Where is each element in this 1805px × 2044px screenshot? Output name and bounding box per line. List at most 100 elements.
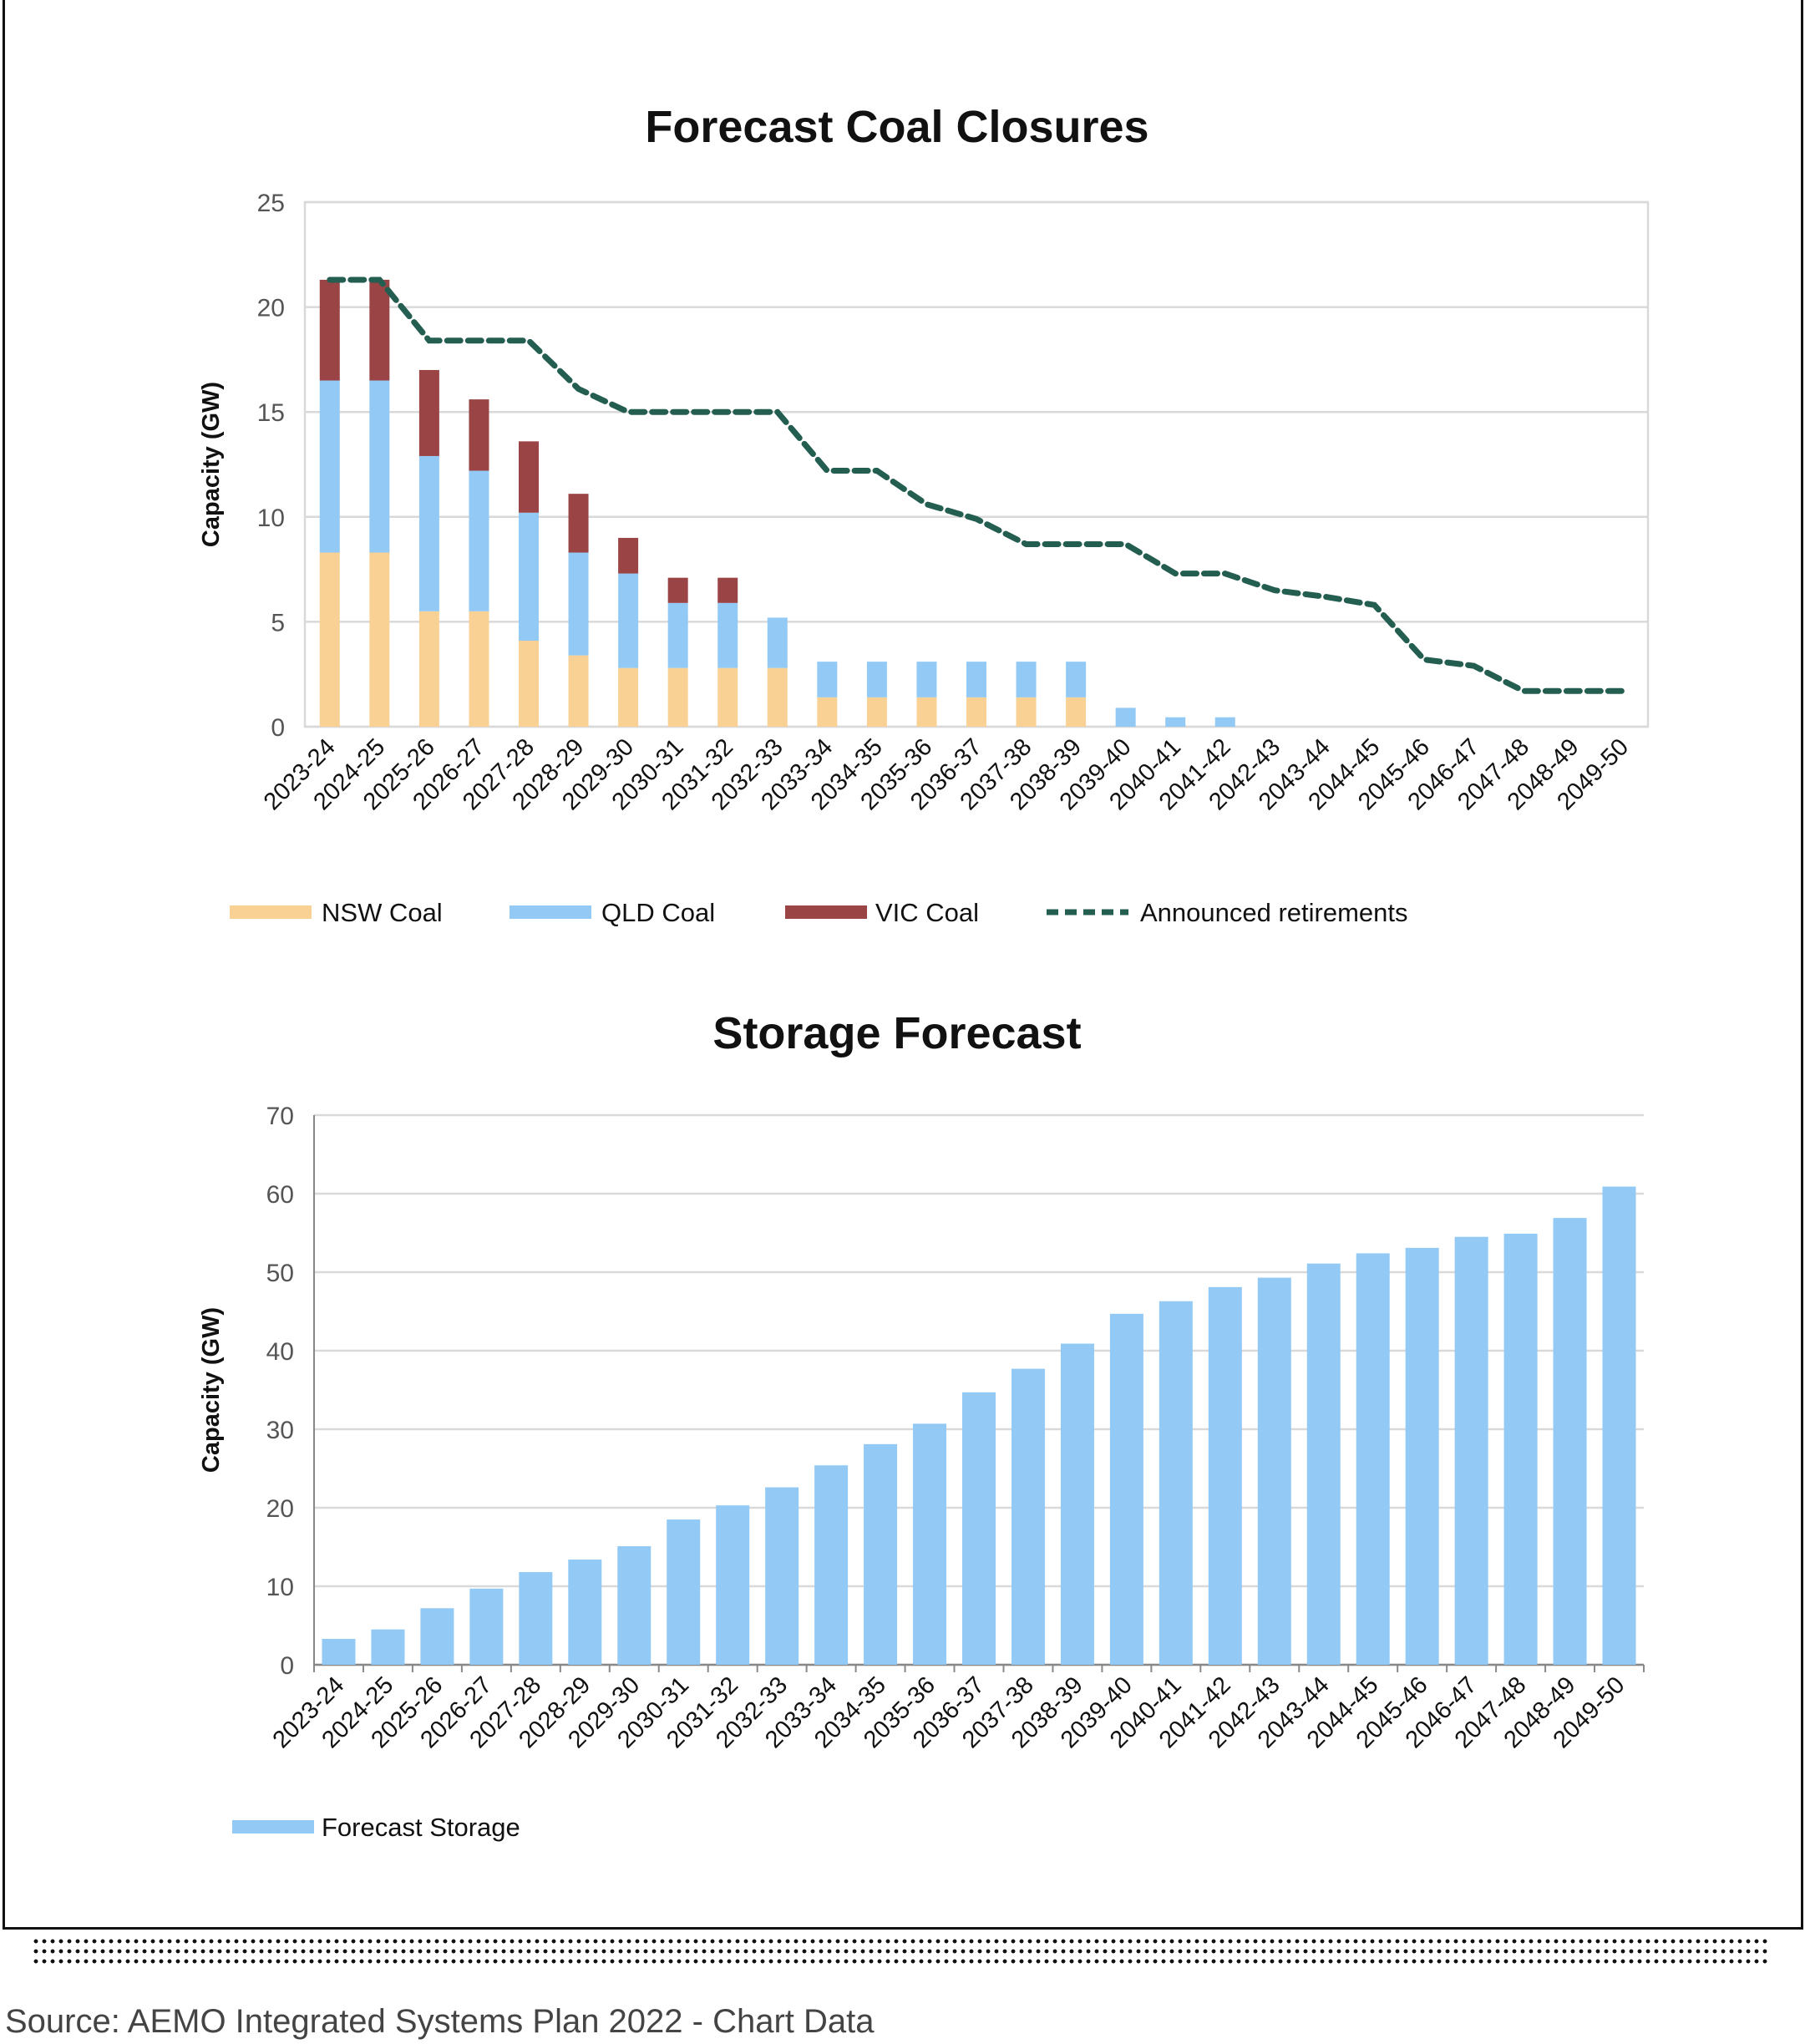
legend-label: Forecast Storage (322, 1813, 520, 1842)
y-tick-label: 0 (271, 714, 285, 742)
bar-forecast-storage (1306, 1263, 1341, 1665)
chart-title: Storage Forecast (712, 1008, 1081, 1058)
bar-qld-coal (519, 512, 539, 642)
bar-nsw-coal (519, 641, 539, 727)
bar-forecast-storage (1159, 1301, 1193, 1665)
bar-forecast-storage (667, 1519, 701, 1665)
legend-swatch (232, 1820, 314, 1834)
legend-item: VIC Coal (785, 898, 979, 927)
bar-nsw-coal (568, 655, 589, 727)
bar-qld-coal (1066, 662, 1087, 697)
legend-swatch (510, 905, 591, 919)
bar-qld-coal (418, 455, 439, 611)
bar-forecast-storage (765, 1487, 799, 1665)
bar-nsw-coal (618, 667, 639, 727)
chart-frame (3, 0, 1803, 1930)
y-tick-label: 15 (257, 399, 285, 427)
bar-forecast-storage (1553, 1218, 1587, 1665)
bar-qld-coal (916, 662, 937, 697)
legend-swatch (230, 905, 312, 919)
bar-vic-coal (418, 369, 439, 456)
bar-forecast-storage (913, 1423, 947, 1665)
bar-nsw-coal (767, 667, 788, 727)
legend-item: Forecast Storage (232, 1813, 520, 1842)
y-axis-label: Capacity (GW) (198, 382, 225, 547)
bar-qld-coal (767, 617, 788, 668)
bar-qld-coal (667, 602, 688, 668)
bar-forecast-storage (864, 1443, 898, 1665)
legend-swatch (785, 905, 867, 919)
bar-nsw-coal (916, 697, 937, 727)
bar-nsw-coal (717, 667, 738, 727)
bar-vic-coal (667, 577, 688, 603)
bar-forecast-storage (519, 1572, 553, 1665)
bar-qld-coal (568, 552, 589, 656)
bar-forecast-storage (1454, 1236, 1488, 1665)
legend-item: QLD Coal (510, 898, 715, 927)
bar-vic-coal (717, 577, 738, 603)
y-tick-label: 50 (266, 1260, 294, 1287)
bar-forecast-storage (617, 1546, 652, 1665)
bar-nsw-coal (469, 611, 489, 727)
legend-label: VIC Coal (875, 898, 979, 927)
bar-qld-coal (866, 662, 887, 697)
y-tick-label: 20 (257, 295, 285, 322)
bar-nsw-coal (369, 552, 390, 727)
plot-border (303, 200, 1650, 728)
bar-forecast-storage (469, 1588, 504, 1665)
bar-forecast-storage (371, 1629, 405, 1665)
bar-nsw-coal (966, 697, 986, 727)
bar-qld-coal (1016, 662, 1037, 697)
bar-qld-coal (469, 470, 489, 611)
bar-vic-coal (618, 537, 639, 574)
line-announced-retirements (327, 276, 1626, 694)
bar-vic-coal (568, 494, 589, 553)
bar-qld-coal (717, 602, 738, 668)
bar-vic-coal (469, 399, 489, 471)
bar-qld-coal (966, 662, 986, 697)
chart-2: Storage Forecast 0 10 20 30 40 50 60 70 Capacity … (198, 1008, 1645, 1842)
y-tick-label: 10 (257, 505, 285, 532)
legend-item: Announced retirements (1047, 898, 1408, 927)
dotted-divider (32, 1936, 1771, 1966)
bar-forecast-storage (1109, 1313, 1143, 1665)
bar-qld-coal (817, 662, 838, 697)
y-tick-label: 60 (266, 1181, 294, 1209)
bar-forecast-storage (716, 1505, 750, 1665)
legend-label: QLD Coal (601, 898, 715, 927)
bar-qld-coal (1214, 717, 1235, 727)
bar-forecast-storage (962, 1392, 996, 1665)
bar-qld-coal (1115, 708, 1136, 727)
y-tick-label: 10 (266, 1574, 294, 1601)
bar-qld-coal (369, 380, 390, 553)
bar-nsw-coal (866, 697, 887, 727)
y-tick-label: 25 (257, 190, 285, 217)
y-axis-label: Capacity (GW) (198, 1307, 225, 1473)
bar-nsw-coal (667, 667, 688, 727)
bar-nsw-coal (319, 552, 340, 727)
bar-vic-coal (519, 441, 539, 513)
source-note: Source: AEMO Integrated Systems Plan 202… (5, 2003, 875, 2040)
bar-forecast-storage (1602, 1186, 1636, 1665)
bar-nsw-coal (418, 611, 439, 727)
legend-label: NSW Coal (322, 898, 443, 927)
y-tick-label: 0 (280, 1652, 294, 1680)
bar-qld-coal (618, 573, 639, 668)
y-tick-label: 5 (271, 609, 285, 637)
bar-nsw-coal (1016, 697, 1037, 727)
bar-forecast-storage (1405, 1247, 1439, 1665)
bar-nsw-coal (1066, 697, 1087, 727)
bar-forecast-storage (568, 1560, 602, 1665)
y-tick-label: 30 (266, 1417, 294, 1444)
bar-vic-coal (369, 279, 390, 381)
bar-vic-coal (319, 279, 340, 381)
bar-forecast-storage (1503, 1233, 1538, 1665)
bar-forecast-storage (1208, 1286, 1242, 1665)
bar-qld-coal (1165, 717, 1186, 727)
bar-forecast-storage (1011, 1368, 1045, 1665)
y-tick-label: 20 (266, 1495, 294, 1523)
chart-title: Forecast Coal Closures (645, 102, 1148, 152)
chart-1: Forecast Coal Closures 0 5 10 15 20 25 Capacity… (198, 102, 1650, 927)
bar-forecast-storage (1257, 1277, 1291, 1665)
